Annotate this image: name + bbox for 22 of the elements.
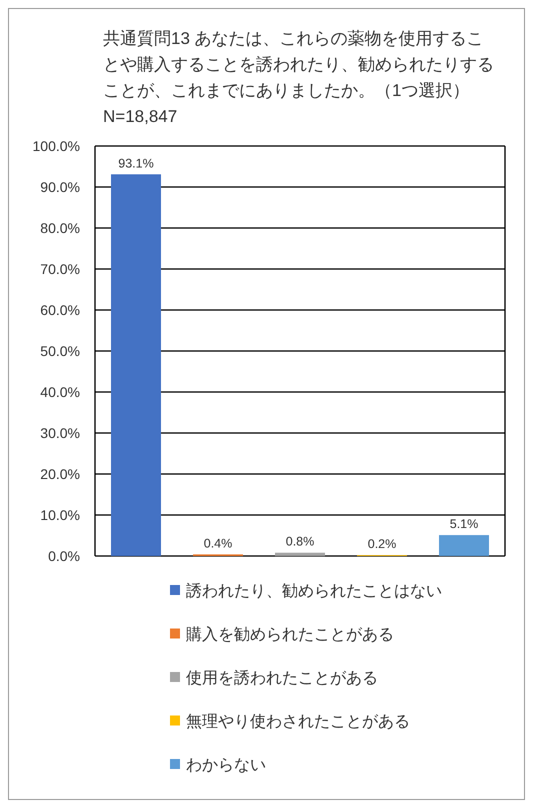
y-tick-label: 80.0% <box>40 220 80 236</box>
legend-label: わからない <box>186 757 266 774</box>
legend-label: 使用を誘われたことがある <box>186 669 378 687</box>
data-label: 93.1% <box>118 156 154 170</box>
y-tick-label: 0.0% <box>48 548 80 564</box>
y-tick-label: 60.0% <box>40 302 80 318</box>
legend-label: 無理やり使わされたことがある <box>186 714 410 730</box>
y-tick-label: 30.0% <box>40 425 80 441</box>
y-tick-label: 50.0% <box>40 343 80 359</box>
y-tick-label: 20.0% <box>40 466 80 482</box>
y-tick-label: 90.0% <box>40 179 80 195</box>
y-tick-label: 70.0% <box>40 261 80 277</box>
legend-label: 購入を勧められたことがある <box>186 626 394 644</box>
data-label: 0.2% <box>368 537 396 552</box>
data-label: 5.1% <box>450 517 478 532</box>
chart-title: 共通質問13 あなたは、これらの薬物を使用することや購入することを誘われたり、勧められたりすることが、これまでにありましたか。（1つ選択）N=18,847 <box>103 28 495 128</box>
y-tick-label: 100.0% <box>32 138 80 154</box>
y-tick-label: 40.0% <box>40 384 80 400</box>
y-tick-label: 10.0% <box>40 507 80 523</box>
data-label: 0.8% <box>286 534 314 549</box>
legend-label: 誘われたり、勧められたことはない <box>186 582 442 600</box>
data-label: 0.4% <box>204 536 232 550</box>
